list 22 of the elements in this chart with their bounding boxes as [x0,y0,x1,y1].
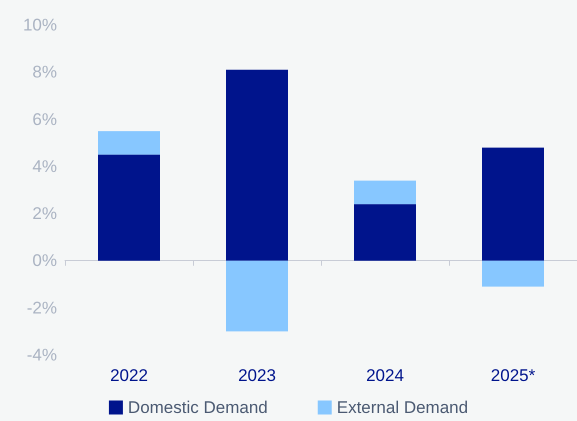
bar [482,260,544,287]
y-tick-label: 6% [32,110,57,129]
legend-label: Domestic Demand [128,398,268,417]
y-tick-label: -4% [26,346,57,364]
x-tick-label: 2022 [110,366,148,385]
legend-label: External Demand [336,398,468,417]
y-tick-label: -2% [26,298,57,318]
x-tick-label: 2023 [238,366,276,385]
y-tick-label: 8% [32,62,57,82]
x-tick-label: 2025* [490,366,536,385]
y-tick-label: 2% [32,204,57,224]
bar [482,148,544,261]
bar [226,260,288,332]
y-tick-label: 10% [22,16,57,34]
bar [354,180,416,204]
bar [354,204,416,261]
y-tick-label: 4% [32,156,57,176]
x-tick-label: 2024 [366,366,404,385]
bar [98,131,160,155]
y-tick-label: 0% [32,251,57,270]
bar [226,70,288,261]
bar [98,154,160,261]
